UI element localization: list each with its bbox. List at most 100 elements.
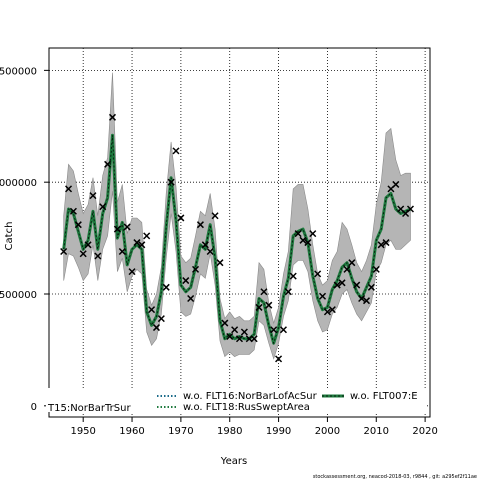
observed-point-2002 [333, 281, 341, 289]
observed-point-2008 [362, 297, 371, 305]
x-tick-label-2010: 2010 [364, 426, 389, 437]
observed-point-1973 [192, 265, 200, 273]
x-tick-label-1980: 1980 [217, 426, 242, 437]
observed-point-stroke-b [314, 270, 322, 278]
observed-point-stroke-b [367, 283, 375, 291]
x-tick-label-2020: 2020 [412, 426, 437, 437]
observed-point-2007 [358, 294, 366, 303]
observed-point-1957 [113, 225, 121, 233]
observed-point-stroke-b [201, 241, 209, 249]
x-tick-label-1990: 1990 [266, 426, 291, 437]
x-tick-label-1960: 1960 [119, 426, 144, 437]
observed-point-1976 [206, 247, 214, 256]
observed-point-stroke-b [143, 232, 151, 240]
observed-point-stroke-b [79, 250, 87, 258]
observed-point-1991 [279, 326, 287, 334]
observed-point-2017 [406, 205, 414, 213]
legend-label-flt18: w.o. FLT18:RusSweptArea [183, 402, 310, 413]
observed-point-stroke-b [270, 326, 278, 334]
observed-point-2004 [343, 265, 351, 273]
observed-point-stroke-b [343, 265, 351, 273]
series-line-layer [62, 133, 412, 345]
x-axis-ticks: 1950 1960 1970 1980 1990 2000 2010 2020 [70, 417, 438, 437]
observed-point-1966 [157, 315, 165, 323]
observed-point-1954 [99, 203, 107, 211]
observed-point-stroke-b [157, 315, 165, 323]
observed-point-1958 [118, 247, 126, 256]
observed-point-stroke-b [182, 277, 190, 285]
observed-point-stroke-b [221, 319, 229, 327]
observed-point-stroke-b [148, 306, 156, 314]
observed-point-2012 [382, 239, 390, 247]
observed-point-1961 [133, 239, 141, 247]
observed-point-stroke-b [133, 239, 141, 247]
observed-point-stroke-b [377, 241, 385, 249]
observed-point-stroke-b [60, 247, 68, 256]
observed-point-stroke-b [260, 288, 268, 296]
observed-point-stroke-b [99, 203, 107, 211]
observed-point-2001 [328, 306, 336, 314]
observed-point-2000 [323, 308, 331, 316]
observed-point-stroke-b [235, 335, 244, 343]
observed-point-stroke-b [104, 160, 112, 168]
observed-point-1979 [221, 319, 229, 327]
observed-point-1985 [250, 335, 258, 343]
observed-point-1972 [187, 294, 195, 303]
observed-point-stroke-b [89, 192, 97, 200]
observed-point-stroke-b [304, 239, 312, 247]
confidence-band-layer [63, 72, 411, 360]
observed-point-1980 [226, 332, 234, 341]
observed-point-1997 [309, 230, 317, 238]
observed-point-1956 [108, 113, 117, 121]
observed-point-1992 [284, 288, 292, 296]
y-tick-label-1000000: 1000000 [0, 178, 37, 189]
observed-point-1946 [60, 247, 68, 256]
observed-point-2009 [367, 283, 375, 291]
observed-point-stroke-b [265, 301, 273, 309]
observed-point-stroke-b [275, 355, 283, 363]
observed-point-2010 [372, 265, 380, 273]
y-tick-label-0: 0 [31, 402, 37, 413]
observed-point-stroke-b [108, 113, 117, 121]
observed-point-stroke-b [406, 205, 414, 213]
observed-point-1974 [196, 221, 204, 229]
observed-point-1981 [231, 326, 239, 334]
observed-point-1948 [69, 207, 77, 215]
observed-point-stroke-b [152, 324, 160, 332]
observed-point-stroke-b [231, 326, 239, 334]
observed-point-stroke-b [309, 230, 317, 238]
observed-point-1977 [211, 212, 219, 220]
observed-point-stroke-b [123, 223, 131, 231]
observed-point-stroke-b [255, 303, 263, 311]
observed-point-stroke-b [353, 281, 361, 289]
observed-point-stroke-b [328, 306, 336, 314]
observed-point-1982 [235, 335, 244, 343]
observed-point-stroke-b [162, 283, 170, 291]
observed-point-stroke-b [279, 326, 287, 334]
observed-point-1965 [152, 324, 160, 332]
observed-point-1988 [265, 301, 273, 309]
observed-point-1975 [201, 241, 209, 249]
observed-point-1953 [94, 252, 102, 260]
observed-point-stroke-b [211, 212, 219, 220]
y-axis-title: Catch [4, 222, 15, 251]
observed-point-1986 [255, 303, 263, 311]
observed-point-stroke-b [323, 308, 331, 316]
observed-point-stroke-b [196, 221, 204, 229]
y-tick-label-500000: 500000 [0, 290, 37, 301]
observed-point-1993 [289, 272, 297, 280]
observed-point-1968 [167, 178, 175, 186]
observed-point-1952 [89, 192, 97, 200]
observed-point-1959 [123, 223, 131, 231]
observed-point-1995 [299, 236, 307, 244]
observed-point-stroke-b [74, 221, 82, 229]
observed-point-stroke-b [216, 259, 224, 267]
observed-point-1955 [104, 160, 112, 168]
observed-point-1996 [304, 239, 312, 247]
x-axis-title: Years [220, 456, 247, 467]
observed-point-stroke-b [338, 279, 346, 287]
footnote: stockassessment.org, neacod-2018-03, r98… [313, 474, 477, 480]
observed-point-1970 [177, 214, 185, 222]
observed-point-stroke-b [113, 225, 121, 233]
observed-point-1951 [84, 241, 92, 249]
